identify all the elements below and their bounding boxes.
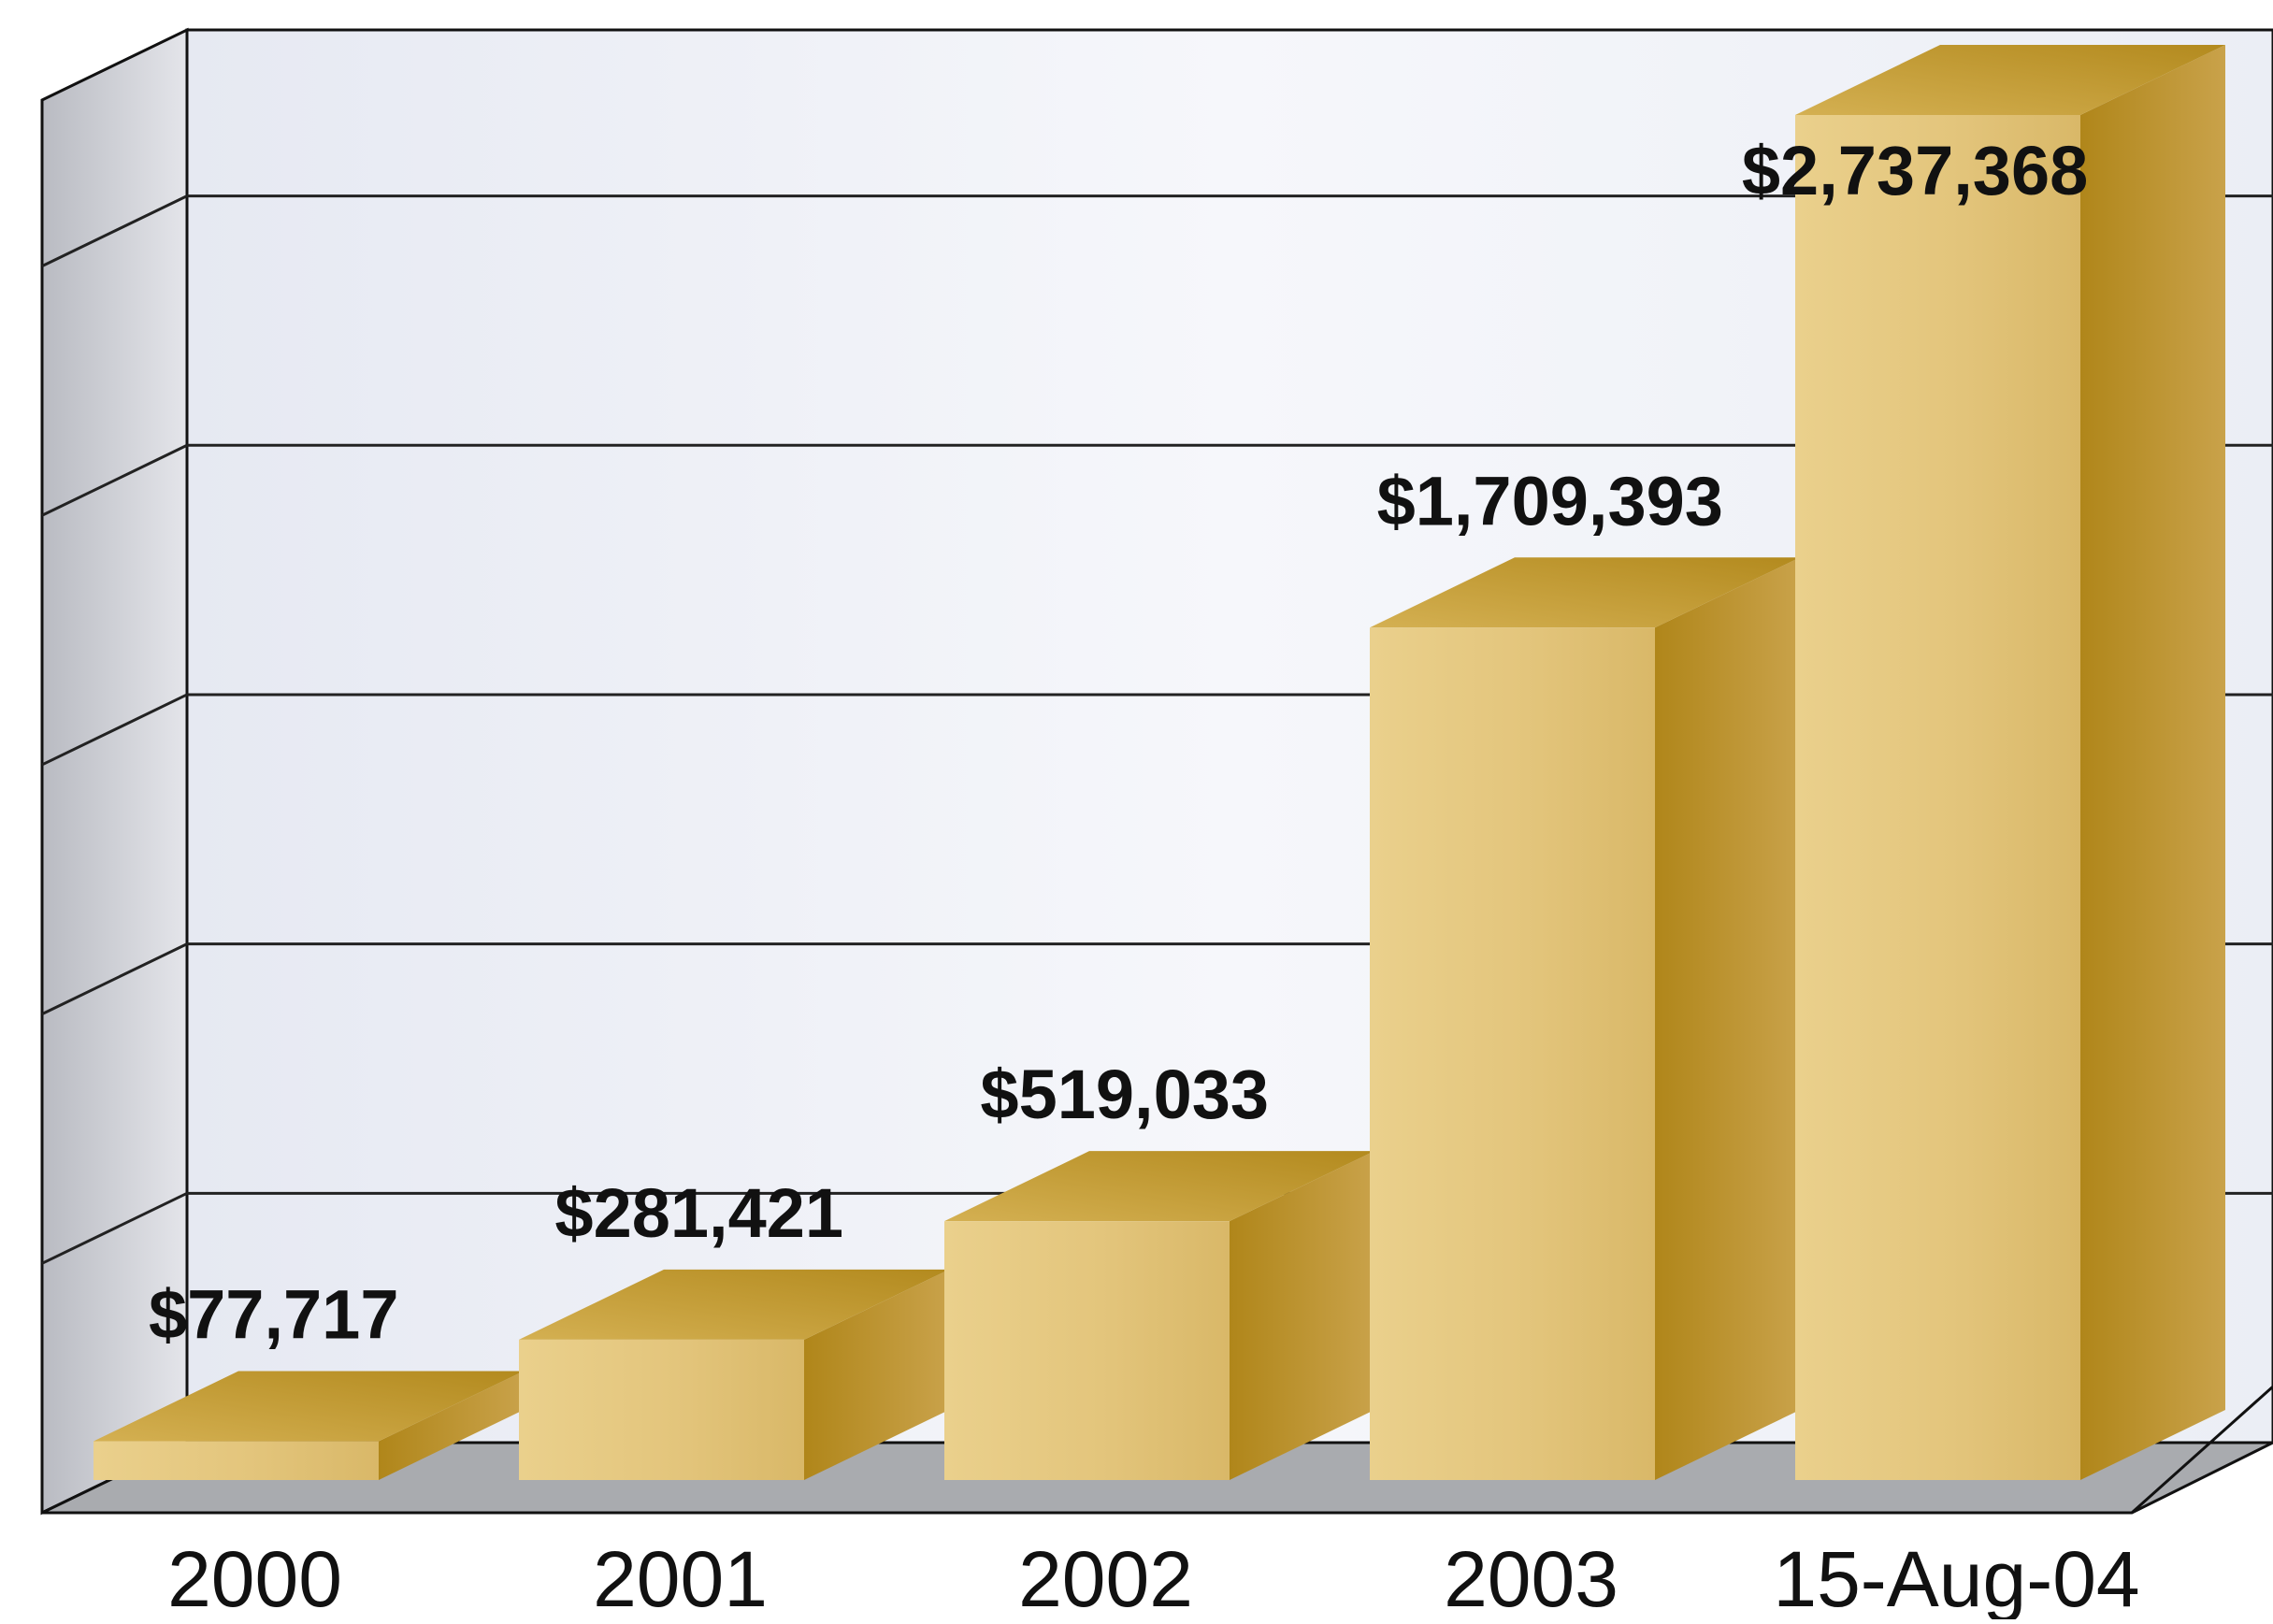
bar-top bbox=[94, 1371, 524, 1442]
gridline-side bbox=[41, 693, 188, 767]
bar-front bbox=[944, 1221, 1230, 1480]
bar-side bbox=[379, 1371, 524, 1480]
bar-front bbox=[1370, 627, 1655, 1480]
bar-front bbox=[94, 1441, 379, 1480]
bar-front bbox=[1795, 115, 2080, 1480]
data-label: $519,033 bbox=[980, 1056, 1269, 1133]
gridline-side bbox=[41, 194, 188, 267]
bar-side bbox=[1230, 1151, 1374, 1480]
data-label: $77,717 bbox=[149, 1276, 399, 1354]
x-tick-label: 15-Aug-04 bbox=[1773, 1535, 2139, 1619]
bar bbox=[94, 1371, 524, 1480]
data-label: $2,737,368 bbox=[1742, 132, 2088, 209]
bar bbox=[1795, 45, 2225, 1480]
bar-side bbox=[804, 1269, 949, 1480]
bar-front bbox=[519, 1339, 804, 1480]
bar-side bbox=[1655, 557, 1800, 1480]
bar-top bbox=[1795, 45, 2225, 115]
gridline-side bbox=[41, 443, 188, 517]
gridline-side bbox=[41, 942, 188, 1015]
bar bbox=[519, 1269, 949, 1480]
data-labels: $77,717 $281,421 $519,033 $1,709,393 $2,737,… bbox=[149, 132, 2088, 1354]
gridline-side bbox=[41, 1191, 188, 1265]
bars bbox=[94, 45, 2225, 1480]
x-tick-label: 2002 bbox=[1018, 1535, 1193, 1619]
x-axis-tick-labels: 2000 2001 2002 2003 15-Aug-04 bbox=[167, 1535, 2140, 1623]
bar-side bbox=[2080, 45, 2225, 1480]
bar-top bbox=[944, 1151, 1374, 1222]
x-tick-label: 2000 bbox=[167, 1535, 342, 1619]
data-label: $1,709,393 bbox=[1377, 462, 1723, 539]
bar bbox=[1370, 557, 1800, 1480]
x-tick-label: 2001 bbox=[593, 1535, 768, 1619]
data-label: $281,421 bbox=[554, 1174, 843, 1252]
floor-right-edge bbox=[2131, 1385, 2273, 1515]
bar-top bbox=[1370, 557, 1800, 628]
bar bbox=[944, 1151, 1374, 1480]
bar-top bbox=[519, 1269, 949, 1340]
x-tick-label: 2003 bbox=[1444, 1535, 1618, 1619]
